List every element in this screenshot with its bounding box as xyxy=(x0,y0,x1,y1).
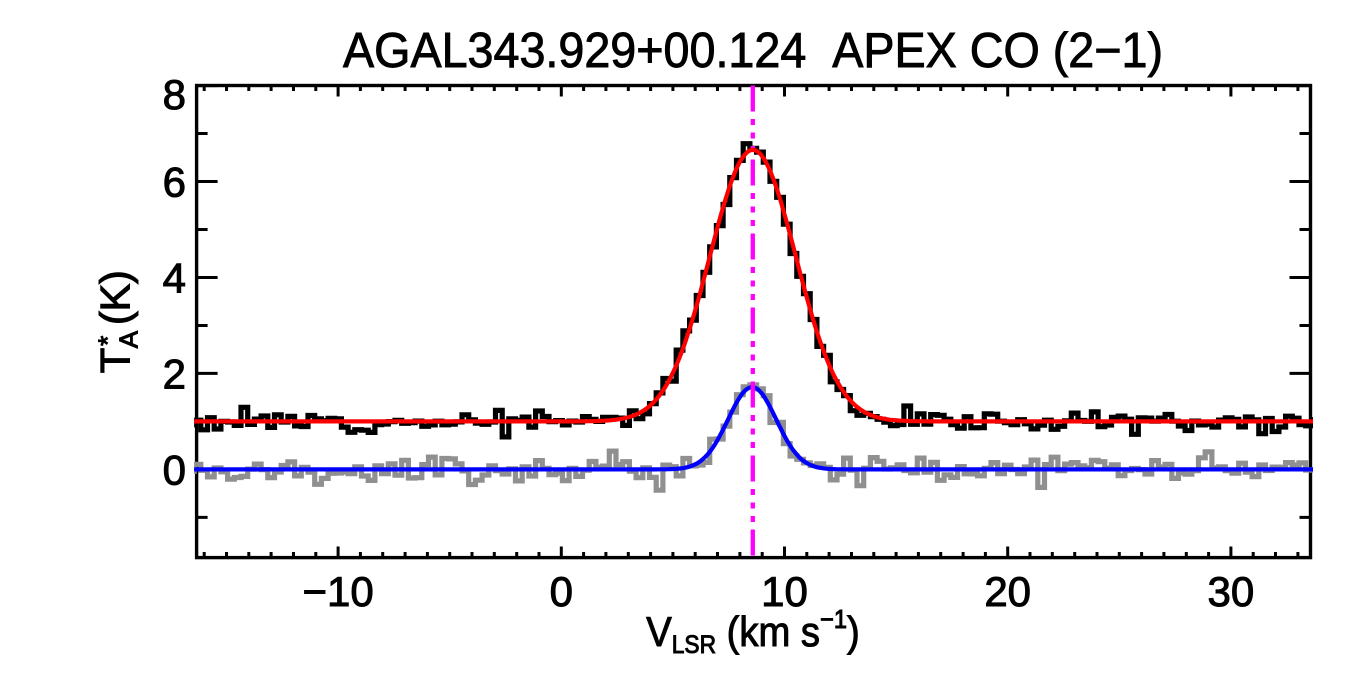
svg-text:6: 6 xyxy=(163,158,186,205)
svg-text:AGAL343.929+00.124 APEX CO (2: AGAL343.929+00.124 APEX CO (2−1) xyxy=(343,24,1163,78)
svg-text:TA* (K): TA* (K) xyxy=(92,271,144,374)
svg-text:2: 2 xyxy=(163,350,186,397)
svg-text:20: 20 xyxy=(984,568,1031,615)
svg-text:0: 0 xyxy=(163,446,186,493)
svg-text:−10: −10 xyxy=(302,568,373,615)
svg-text:8: 8 xyxy=(163,71,186,118)
svg-text:0: 0 xyxy=(550,568,573,615)
svg-text:30: 30 xyxy=(1208,568,1255,615)
svg-text:10: 10 xyxy=(761,568,808,615)
svg-text:4: 4 xyxy=(163,254,186,301)
